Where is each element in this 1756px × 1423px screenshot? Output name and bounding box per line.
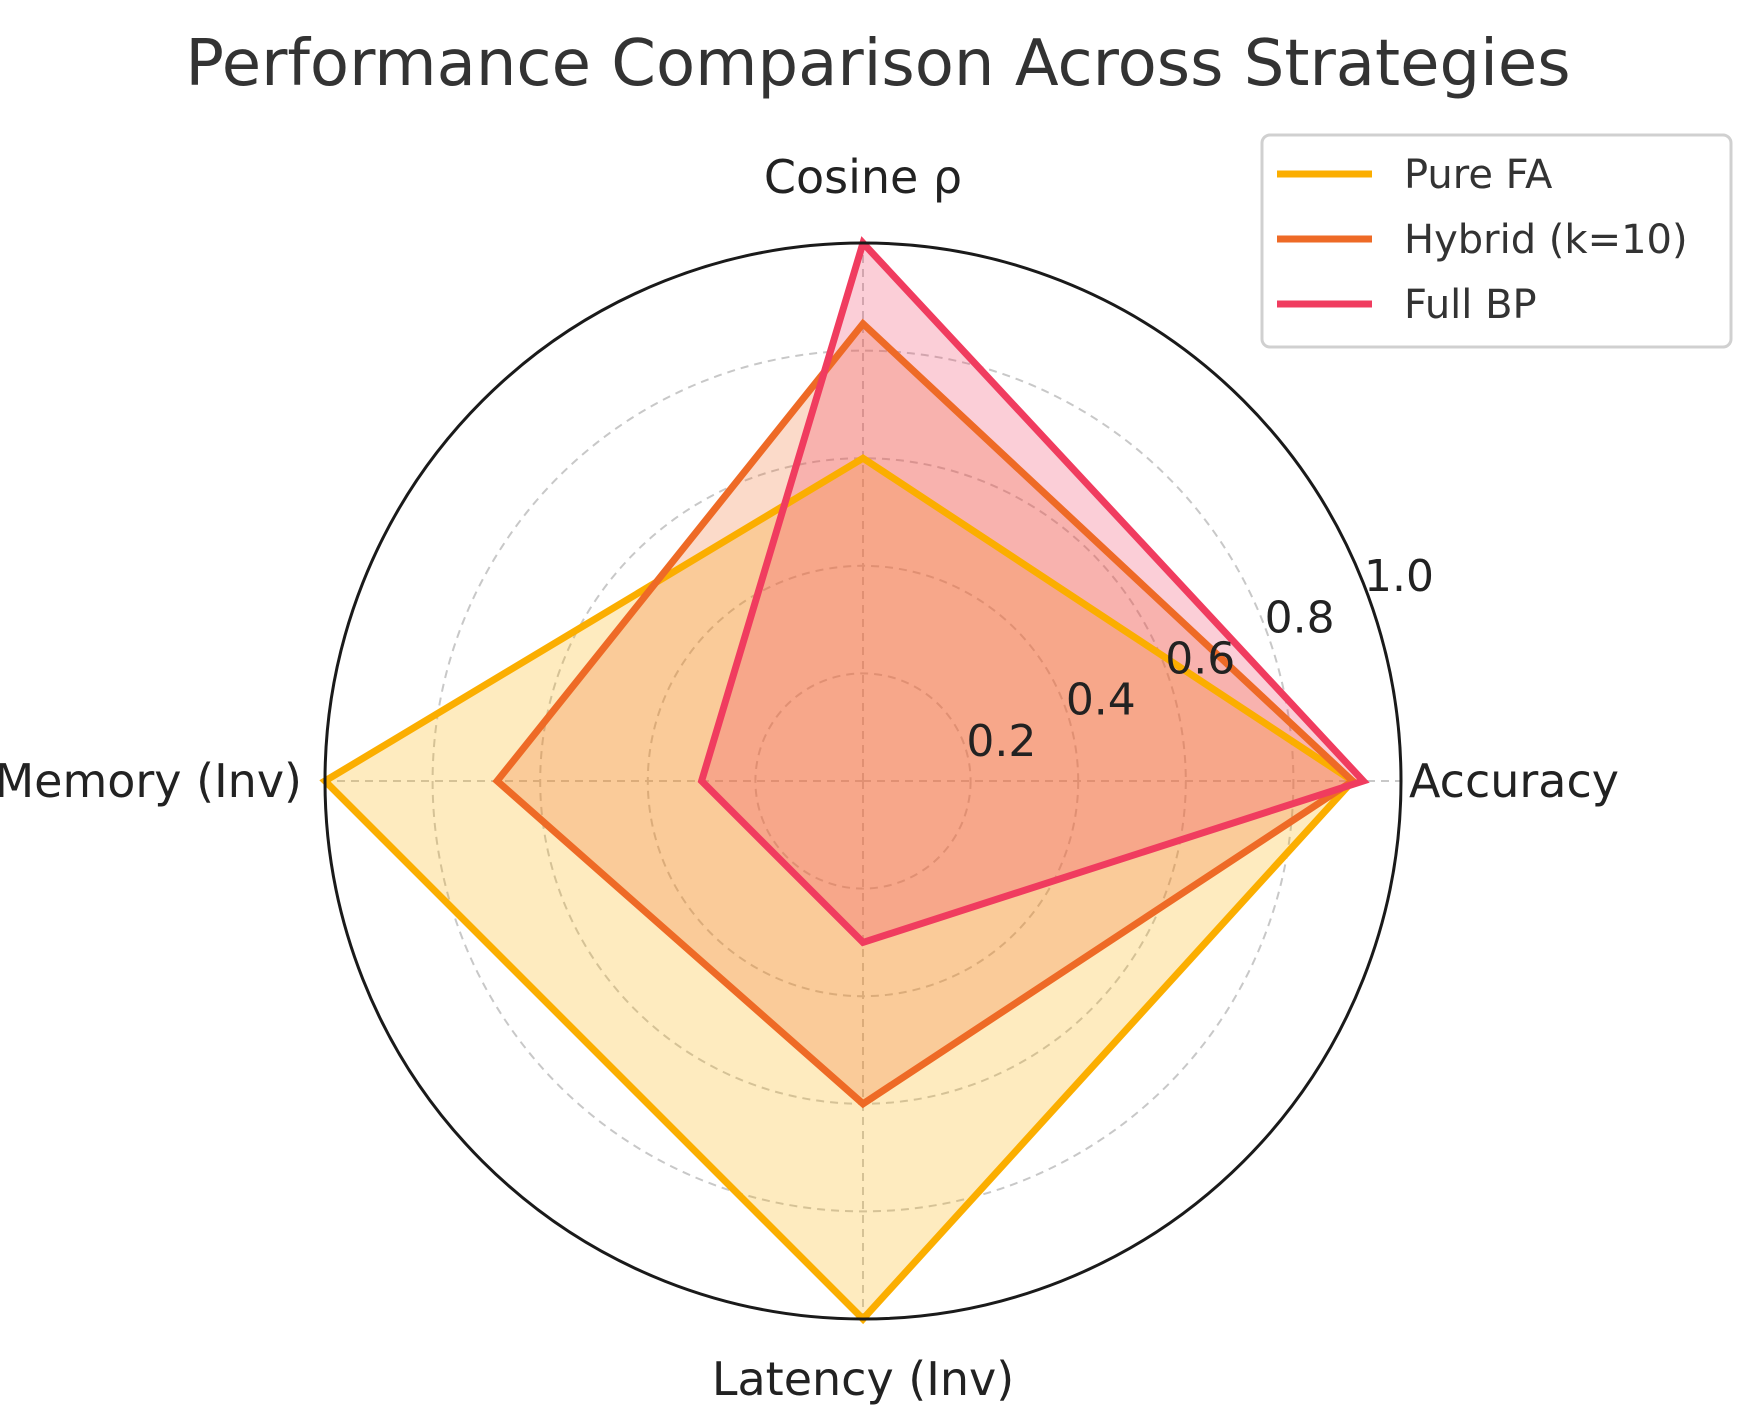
- radial-tick-label: 1.0: [1364, 551, 1434, 602]
- radial-tick-label: 0.4: [1066, 675, 1136, 726]
- axis-label: Latency (Inv): [712, 1352, 1014, 1406]
- legend: Pure FA Hybrid (k=10) Full BP: [1260, 133, 1733, 349]
- legend-frame: [1260, 133, 1733, 349]
- radial-tick-label: 0.8: [1265, 592, 1335, 643]
- grid-ring: [431, 349, 1295, 1213]
- radar-series: [319, 236, 1370, 1325]
- outer-ring: [323, 241, 1403, 1321]
- radar-grid: [325, 243, 1401, 1319]
- axis-label: Cosine ρ: [764, 150, 962, 204]
- legend-label: Full BP: [1404, 282, 1537, 328]
- chart-title: Performance Comparison Across Strategies: [185, 27, 1570, 101]
- radial-tick-label: 0.2: [966, 716, 1036, 767]
- axis-label: Accuracy: [1409, 754, 1619, 808]
- series-line: [492, 318, 1359, 1109]
- axis-labels: Accuracy Cosine ρ GPU Memory (Inv) Latency …: [0, 150, 1619, 1406]
- grid-ring: [754, 672, 972, 890]
- legend-label: Hybrid (k=10): [1404, 217, 1688, 263]
- series-line: [697, 236, 1370, 947]
- series-fill: [701, 243, 1364, 943]
- radial-tick-label: 0.6: [1165, 633, 1235, 684]
- radial-ticks: 0.2 0.4 0.6 0.8 1.0: [966, 551, 1434, 767]
- legend-label: Pure FA: [1404, 152, 1553, 198]
- axis-label: GPU Memory (Inv): [0, 754, 302, 808]
